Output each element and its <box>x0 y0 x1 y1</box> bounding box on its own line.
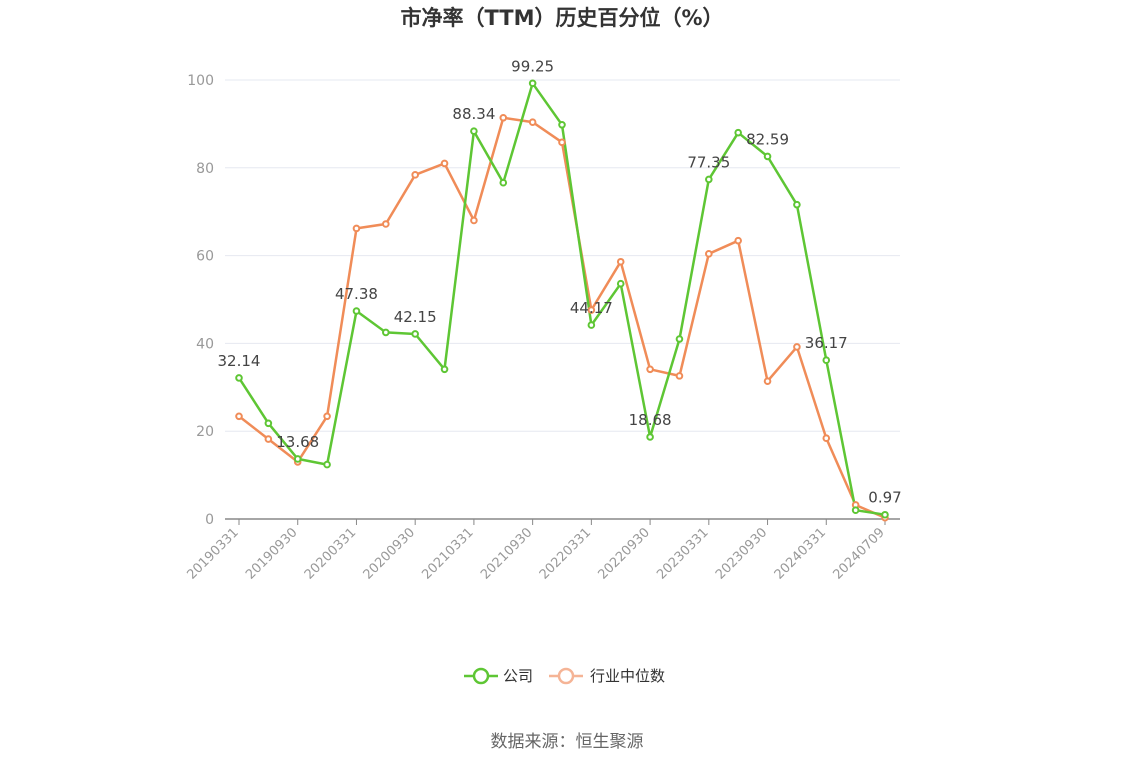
data-point <box>411 330 419 338</box>
data-point <box>851 506 860 515</box>
legend-item-1[interactable]: 行业中位数 <box>549 667 665 685</box>
x-tick-label: 20240709 <box>830 525 887 582</box>
data-point <box>646 433 654 441</box>
data-point <box>235 412 243 421</box>
data-label: 99.25 <box>511 57 554 75</box>
x-tick-label: 20210930 <box>478 525 535 582</box>
legend-label: 公司 <box>503 667 533 685</box>
data-label: 0.97 <box>868 489 901 507</box>
data-point <box>382 220 390 228</box>
y-tick-label: 20 <box>196 424 214 440</box>
data-point <box>352 224 361 233</box>
data-point <box>470 216 478 225</box>
x-tick-label: 20210331 <box>419 525 476 582</box>
series-points <box>235 79 889 522</box>
data-labels: 32.14 13.68 47.38 42.15 88.34 99.25 44.17 18.68… <box>218 57 902 506</box>
y-tick-label: 0 <box>205 512 214 528</box>
x-tick-label: 20190930 <box>243 525 300 582</box>
data-label: 32.14 <box>218 352 261 370</box>
legend-item-0[interactable]: 公司 <box>464 667 533 685</box>
data-point <box>528 118 537 126</box>
legend-marker <box>557 667 575 685</box>
data-point <box>264 435 273 443</box>
data-point <box>734 236 742 245</box>
data-point <box>646 365 654 374</box>
x-tick-label: 20240331 <box>772 525 829 582</box>
y-axis: 0 20 40 60 80 100 <box>187 73 214 528</box>
data-point <box>616 279 625 288</box>
data-point <box>440 365 449 374</box>
data-point <box>558 120 566 129</box>
data-point <box>616 257 625 266</box>
y-tick-label: 100 <box>187 73 214 89</box>
x-tick-label: 20190331 <box>184 525 241 582</box>
data-point <box>323 460 331 469</box>
data-point <box>734 128 742 137</box>
data-point <box>705 250 713 258</box>
data-point <box>763 152 772 161</box>
data-point <box>264 419 273 428</box>
series-line-1 <box>238 116 886 519</box>
x-tick-label: 20230930 <box>713 525 770 582</box>
data-point <box>440 159 449 168</box>
data-point <box>822 434 831 443</box>
data-point <box>470 127 478 135</box>
data-label: 47.38 <box>335 285 378 303</box>
y-tick-label: 80 <box>196 161 214 177</box>
legend-label: 行业中位数 <box>590 667 665 685</box>
data-point <box>382 328 390 337</box>
data-label: 82.59 <box>746 130 789 148</box>
data-point <box>499 113 508 122</box>
data-point <box>587 321 596 329</box>
data-label: 13.68 <box>276 433 319 451</box>
data-point <box>822 356 831 365</box>
x-tick-label: 20220930 <box>596 525 653 582</box>
data-point <box>235 374 243 382</box>
data-point <box>705 175 713 184</box>
x-axis: 20190331 20190930 20200331 20200930 20210331… <box>184 518 900 583</box>
data-point <box>763 377 772 385</box>
data-point <box>881 510 889 519</box>
data-label: 36.17 <box>805 334 848 352</box>
data-label: 88.34 <box>452 105 495 123</box>
data-point <box>499 178 508 187</box>
data-point <box>352 307 361 315</box>
source-note: 数据来源：恒生聚源 <box>491 732 644 752</box>
y-tick-label: 60 <box>196 249 214 265</box>
data-point <box>293 455 302 463</box>
data-point <box>587 306 596 314</box>
data-point <box>528 79 537 88</box>
data-point <box>323 412 331 421</box>
data-label: 18.68 <box>629 411 672 429</box>
x-tick-label: 20220331 <box>537 525 594 582</box>
data-label: 42.15 <box>394 308 437 326</box>
data-point <box>675 372 684 380</box>
legend[interactable]: 公司 行业中位数 <box>464 667 665 685</box>
x-tick-label: 20200930 <box>361 525 418 582</box>
data-label: 44.17 <box>570 299 613 317</box>
x-tick-label: 20230331 <box>654 525 711 582</box>
data-label: 77.35 <box>687 153 730 171</box>
data-point <box>411 171 419 179</box>
data-point <box>793 200 801 209</box>
data-point <box>793 343 801 351</box>
data-point <box>675 335 684 343</box>
y-tick-label: 40 <box>196 336 214 352</box>
x-tick-label: 20200331 <box>302 525 359 582</box>
chart-title: 市净率（TTM）历史百分位（%） <box>400 6 723 30</box>
data-point <box>558 138 566 147</box>
legend-marker <box>472 667 490 685</box>
